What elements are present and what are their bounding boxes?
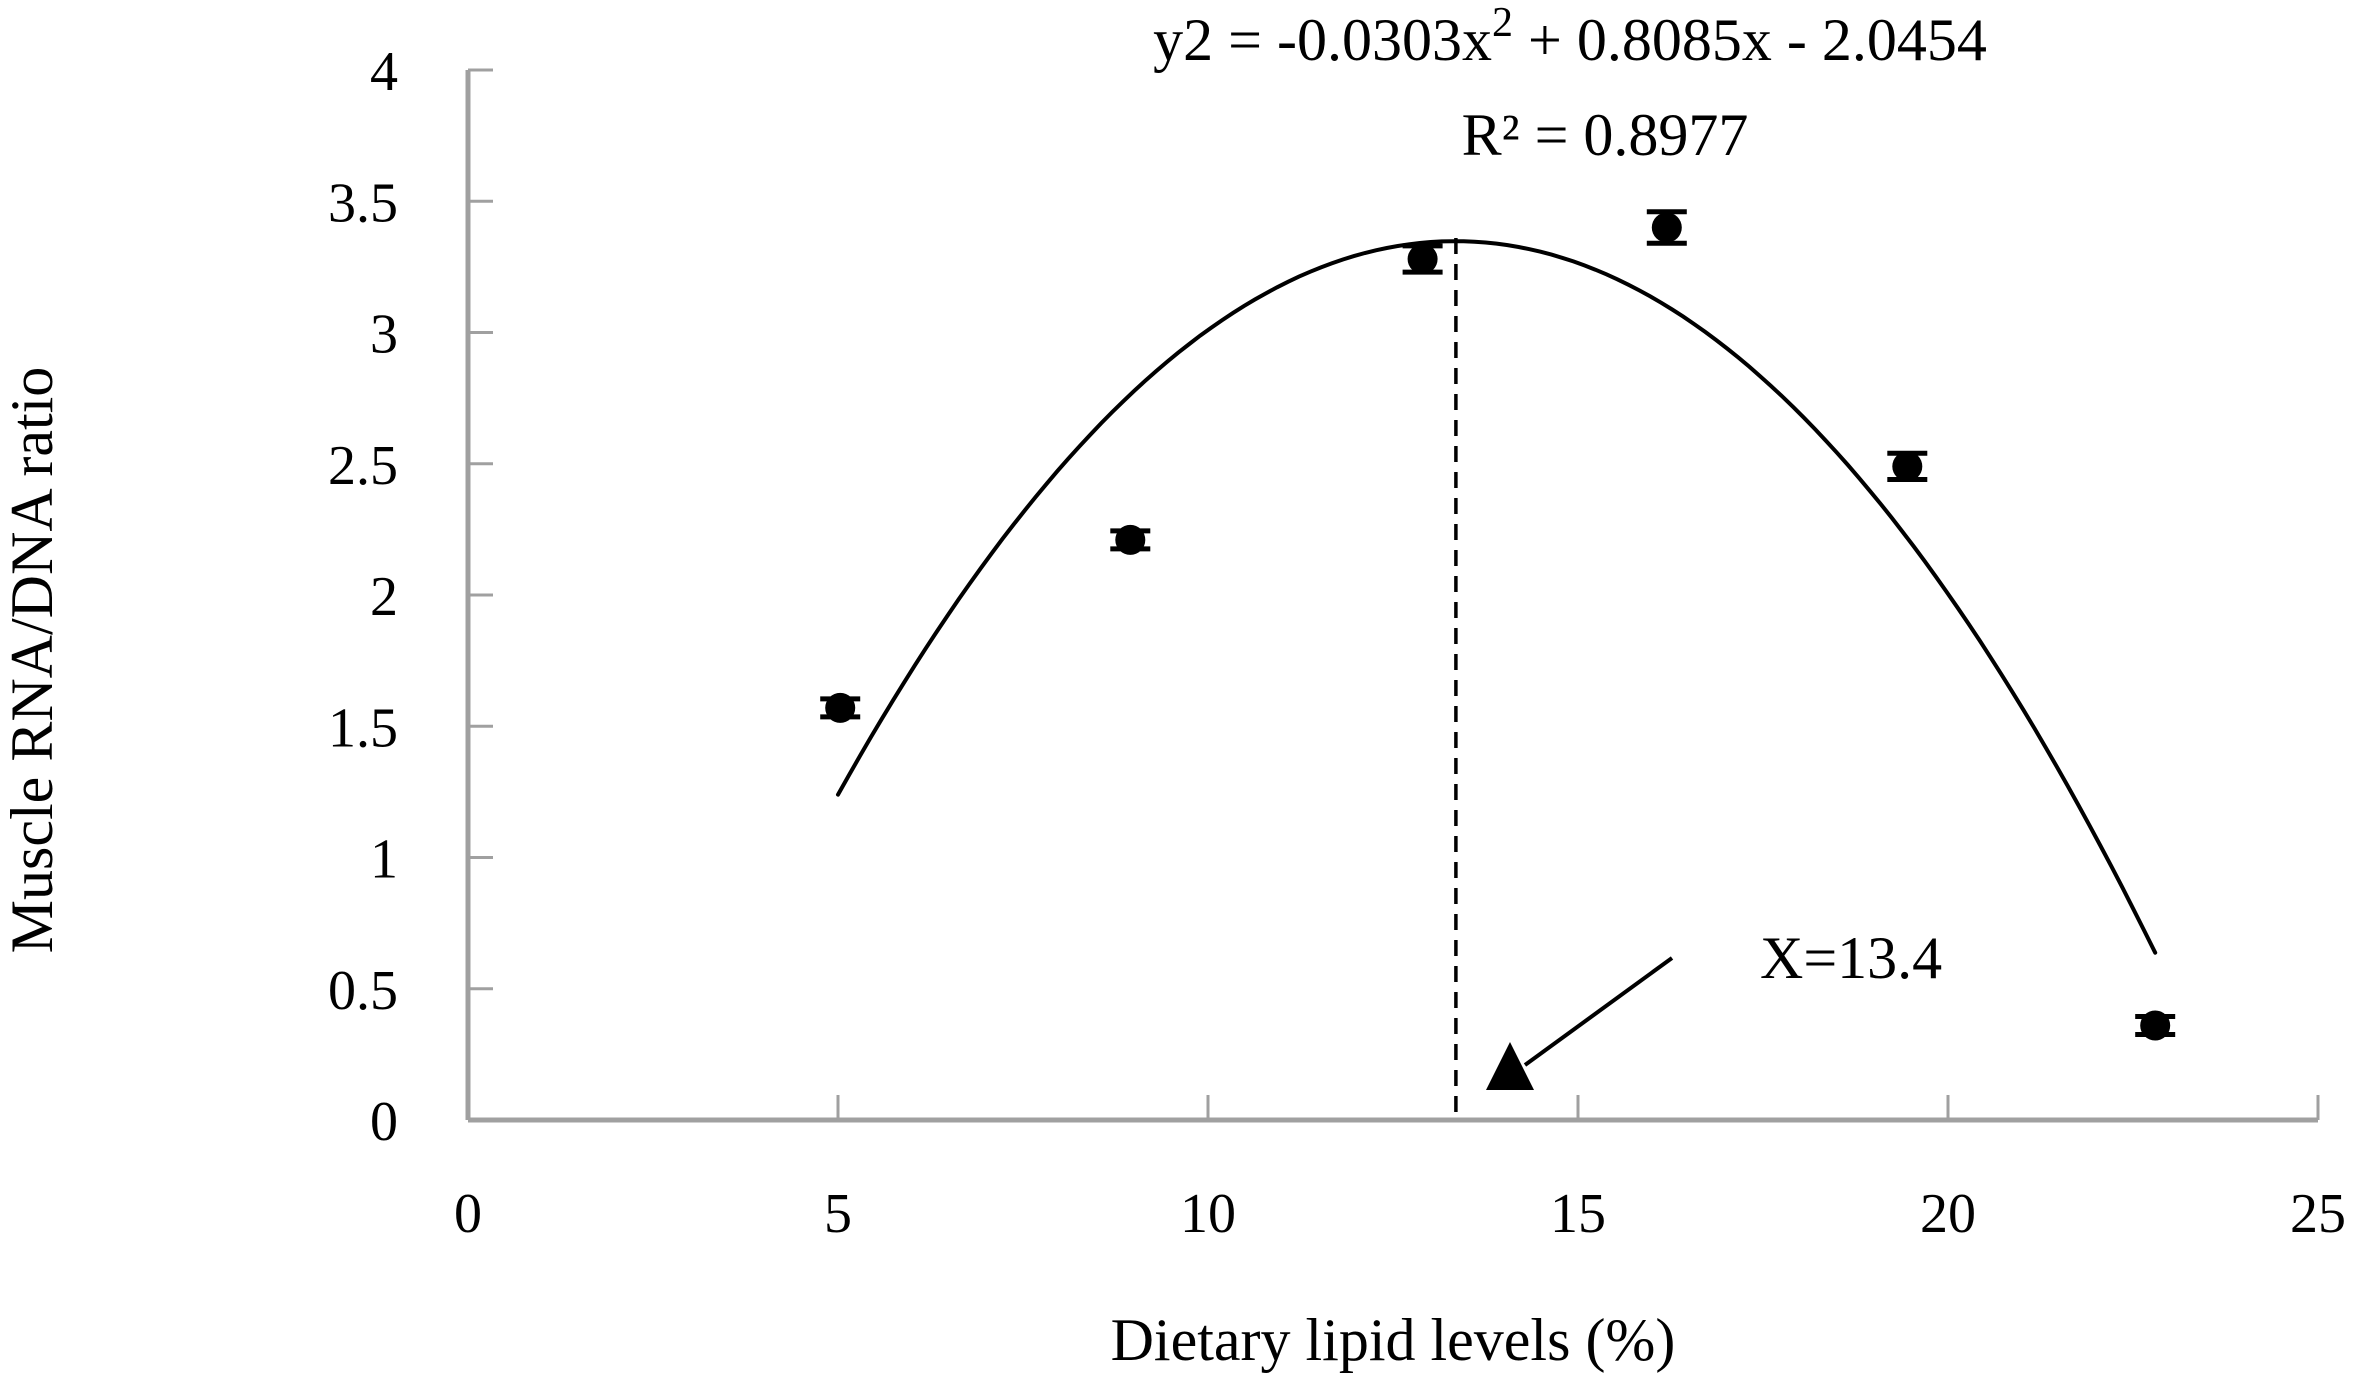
data-point [820,692,861,723]
triangle-marker-icon [1486,1042,1534,1090]
y-tick-label: 2.5 [328,435,398,497]
x-axis-title: Dietary lipid levels (%) [1111,1307,1676,1373]
y-axis-title: Muscle RNA/DNA ratio [0,367,65,954]
y-tick-label: 1 [370,829,398,891]
y-tick-label: 0.5 [328,960,398,1022]
y-tick-labels: 0 0.5 1 1.5 2 2.5 3 3.5 4 [328,41,398,1153]
trendline-curve [836,239,2158,955]
data-point [2135,1010,2176,1041]
x-tick-label: 5 [824,1183,852,1245]
x-tick-label: 0 [454,1183,482,1245]
r-squared-label: R² = 0.8977 [1462,102,1749,168]
x-tick-label: 15 [1550,1183,1606,1245]
y-tick-label: 2 [370,566,398,628]
plot-axes [465,68,2320,1123]
data-point [1110,524,1151,555]
y-tick-label: 1.5 [328,697,398,759]
x-tick-label: 10 [1180,1183,1236,1245]
y-tick-label: 3.5 [328,172,398,234]
y-tick-label: 3 [370,304,398,366]
x-tick-label: 25 [2290,1183,2346,1245]
data-point [1402,243,1443,275]
data-points [820,209,2176,1041]
optimum-label: X=13.4 [1760,925,1942,991]
x-tick-label: 20 [1920,1183,1976,1245]
trendline-equation: y2 = -0.0303x2 + 0.8085x - 2.0454 [1153,0,1987,73]
data-point [1887,450,1928,482]
data-point [1646,209,1687,246]
y-tick-label: 0 [370,1091,398,1153]
y-tick-label: 4 [370,41,398,103]
x-tick-labels: 0 5 10 15 20 25 [454,1183,2346,1245]
annotation-arrow [1523,956,1674,1067]
